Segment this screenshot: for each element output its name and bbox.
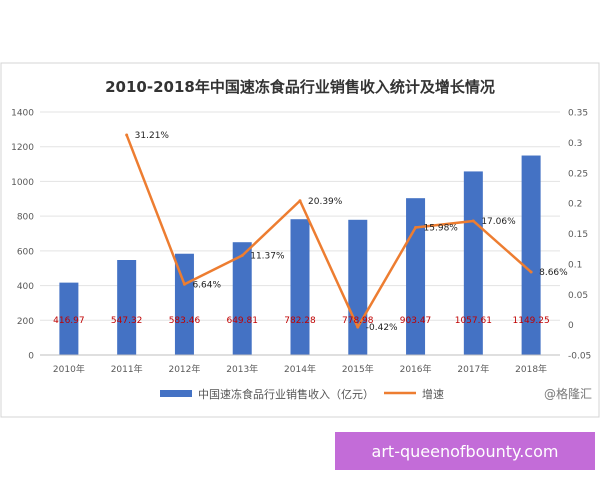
- y-left-tick-label: 1400: [11, 109, 34, 119]
- bar: [174, 253, 194, 355]
- site-banner: art-queenofbounty.com: [335, 432, 595, 470]
- bar-value-label: 416.97: [53, 316, 85, 326]
- growth-point: [529, 270, 533, 274]
- bar-value-label: 1149.25: [513, 316, 550, 326]
- y-right-tick-label: 0: [568, 321, 574, 331]
- growth-line: [125, 133, 533, 329]
- y-right-tick-label: 0.3: [568, 139, 582, 149]
- legend-bar-label: 中国速冻食品行业销售收入（亿元）: [198, 387, 374, 401]
- legend-line-label: 增速: [422, 387, 444, 401]
- x-tick-label: 2017年: [457, 363, 489, 375]
- chart-frame: 2010-2018年中国速冻食品行业销售收入统计及增长情况 416.97 547.…: [0, 62, 600, 418]
- x-tick-label: 2011年: [111, 363, 143, 375]
- growth-point: [414, 226, 418, 230]
- x-tick-label: 2010年: [53, 363, 85, 375]
- y-left-tick-label: 400: [17, 282, 34, 292]
- bar: [59, 282, 79, 355]
- growth-line-path: [125, 134, 532, 329]
- y-left-tick-label: 1000: [11, 178, 34, 188]
- y-left-tick-label: 200: [17, 317, 34, 327]
- y-right-tick-label: -0.05: [568, 352, 591, 362]
- bar-value-label: 778.98: [342, 316, 374, 326]
- growth-point: [356, 325, 360, 329]
- growth-point: [471, 219, 475, 223]
- bar: [117, 260, 137, 355]
- banner-text: art-queenofbounty.com: [371, 441, 559, 461]
- bar: [463, 171, 483, 355]
- growth-value-label: 31.21%: [135, 131, 170, 141]
- x-tick-label: 2016年: [400, 363, 432, 375]
- x-tick-label: 2018年: [515, 363, 547, 375]
- chart-title: 2010-2018年中国速冻食品行业销售收入统计及增长情况: [105, 78, 495, 96]
- y-right-tick-label: 0.15: [568, 230, 588, 240]
- x-tick-label: 2012年: [168, 363, 200, 375]
- y-left-tick-label: 0: [28, 352, 34, 362]
- y-right-tick-label: 0.05: [568, 291, 588, 301]
- x-axis: 2010年 2011年 2012年 2013年 2014年 2015年 2016年 2017年…: [40, 354, 560, 375]
- growth-point: [240, 254, 244, 258]
- bar-labels: 416.97 547.32 583.46 649.81 782.28 778.98 903.…: [53, 316, 550, 326]
- bar-value-label: 903.47: [400, 316, 432, 326]
- left-axis: 0 200 400 600 800 1000 1200 1400: [11, 109, 34, 362]
- y-right-tick-label: 0.35: [568, 109, 588, 119]
- growth-point: [125, 133, 129, 137]
- watermark: @格隆汇: [544, 386, 592, 401]
- bar-value-label: 583.46: [169, 316, 201, 326]
- bar: [348, 219, 368, 355]
- growth-value-label: 15.98%: [424, 224, 459, 234]
- chart-border: [0, 62, 600, 418]
- growth-value-label: 17.06%: [481, 217, 516, 227]
- x-tick-label: 2014年: [284, 363, 316, 375]
- y-left-tick-label: 800: [17, 213, 34, 223]
- bar-value-label: 1057.61: [455, 316, 492, 326]
- x-tick-label: 2013年: [226, 363, 258, 375]
- y-right-tick-label: 0.2: [568, 200, 582, 210]
- chart-svg: 2010-2018年中国速冻食品行业销售收入统计及增长情况 416.97 547.…: [0, 62, 600, 418]
- line-labels: 31.21% 6.64% 11.37% 20.39% -0.42% 15.98% 17.06…: [135, 131, 568, 333]
- bar: [521, 155, 541, 355]
- bar-value-label: 782.28: [284, 316, 316, 326]
- x-tick-label: 2015年: [342, 363, 374, 375]
- y-right-tick-label: 0.25: [568, 169, 588, 179]
- right-axis: -0.05 0 0.05 0.1 0.15 0.2 0.25 0.3 0.35: [568, 109, 591, 362]
- bar-value-label: 547.32: [111, 316, 143, 326]
- legend-bar-swatch: [160, 390, 192, 397]
- growth-value-label: 6.64%: [192, 280, 221, 290]
- legend: 中国速冻食品行业销售收入（亿元） 增速: [160, 387, 444, 401]
- growth-point: [298, 199, 302, 203]
- growth-value-label: 20.39%: [308, 197, 343, 207]
- growth-value-label: -0.42%: [366, 323, 398, 333]
- y-left-tick-label: 600: [17, 247, 34, 257]
- y-left-tick-label: 1200: [11, 143, 34, 153]
- y-right-tick-label: 0.1: [568, 260, 582, 270]
- bar: [290, 219, 310, 355]
- growth-value-label: 8.66%: [539, 268, 568, 278]
- growth-value-label: 11.37%: [250, 252, 285, 262]
- bar-value-label: 649.81: [226, 316, 258, 326]
- bar: [406, 198, 426, 355]
- bars: [59, 155, 541, 355]
- growth-point: [182, 282, 186, 286]
- bar: [232, 242, 252, 355]
